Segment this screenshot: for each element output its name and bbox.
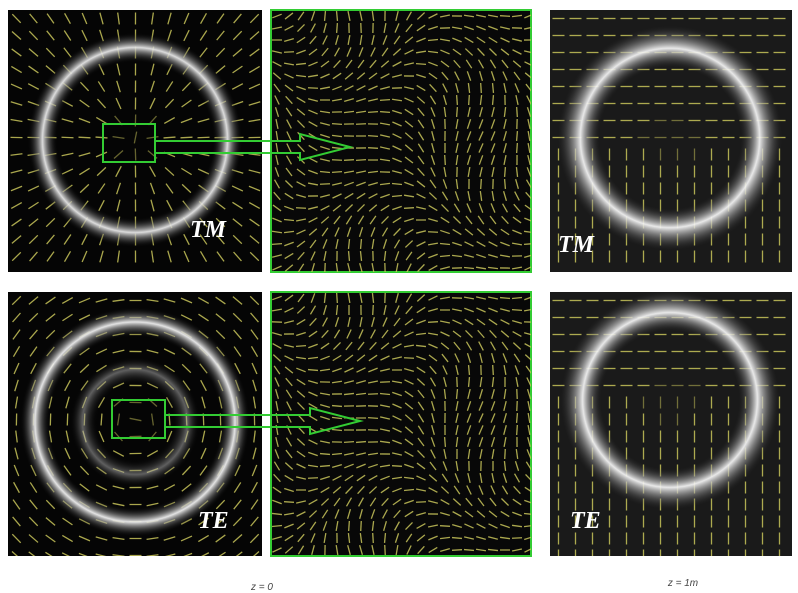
polarization-mark: [464, 550, 474, 551]
polarization-mark: [481, 83, 482, 93]
polarization-mark: [320, 454, 330, 455]
polarization-mark: [481, 179, 482, 189]
figure: TM TM TE TE z = 0 z = 1m: [0, 0, 798, 593]
polarization-mark: [368, 136, 378, 137]
polarization-mark: [452, 550, 462, 551]
polarization-mark: [361, 239, 362, 249]
polarization-mark: [517, 107, 518, 117]
polarization-mark: [505, 179, 506, 189]
polarization-mark: [356, 442, 366, 443]
mode-label: TE: [570, 508, 601, 534]
polarization-mark: [517, 131, 518, 141]
polarization-mark: [361, 521, 362, 531]
polarization-mark: [368, 430, 378, 431]
polarization-mark: [296, 346, 306, 347]
polarization-mark: [500, 16, 510, 17]
polarization-mark: [469, 365, 470, 375]
polarization-mark: [368, 148, 378, 149]
polarization-mark: [284, 502, 294, 503]
polarization-mark: [325, 11, 326, 21]
polarization-mark: [284, 52, 294, 53]
polarization-mark: [344, 160, 354, 161]
polarization-mark: [320, 184, 330, 185]
polarization-mark: [428, 322, 438, 323]
polarization-mark: [428, 232, 438, 233]
polarization-mark: [512, 538, 522, 539]
polarization-mark: [380, 112, 390, 113]
polarization-mark: [380, 100, 390, 101]
polarization-mark: [452, 538, 462, 539]
polarization-mark: [517, 413, 518, 423]
polarization-mark: [524, 244, 534, 245]
polarization-mark: [368, 418, 378, 419]
polarization-mark: [416, 64, 426, 65]
polarization-mark: [344, 442, 354, 443]
polarization-mark: [440, 526, 450, 527]
polarization-mark: [337, 23, 338, 33]
panel: [271, 10, 531, 272]
polarization-mark: [272, 244, 282, 245]
polarization-mark: [445, 155, 446, 165]
intensity-ring: [555, 285, 785, 515]
polarization-mark: [512, 310, 522, 311]
polarization-mark: [308, 478, 318, 479]
mode-label: TM: [190, 217, 228, 243]
polarization-mark: [392, 184, 402, 185]
polarization-mark: [392, 466, 402, 467]
polarization-mark: [505, 449, 506, 459]
polarization-mark: [385, 545, 386, 555]
polarization-mark: [500, 298, 510, 299]
polarization-mark: [337, 293, 338, 303]
polarization-mark: [308, 370, 318, 371]
polarization-mark: [356, 160, 366, 161]
polarization-mark: [445, 437, 446, 447]
caption: z = 1m: [667, 578, 698, 589]
polarization-mark: [505, 167, 506, 177]
polarization-mark: [469, 95, 470, 105]
polarization-mark: [308, 88, 318, 89]
mode-label: TM: [558, 232, 596, 258]
intensity-ring: [552, 20, 788, 256]
polarization-mark: [373, 305, 374, 315]
polarization-mark: [457, 95, 458, 105]
polarization-mark: [457, 107, 458, 117]
polarization-mark: [493, 365, 494, 375]
polarization-mark: [373, 533, 374, 543]
polarization-mark: [368, 112, 378, 113]
polarization-mark: [332, 124, 342, 125]
polarization-mark: [517, 143, 518, 153]
polarization-mark: [332, 406, 342, 407]
polarization-mark: [404, 208, 414, 209]
polarization-mark: [320, 466, 330, 467]
polarization-mark: [517, 425, 518, 435]
polarization-mark: [349, 251, 350, 261]
polarization-mark: [404, 358, 414, 359]
mode-label: TE: [198, 508, 229, 534]
caption: z = 0: [250, 582, 273, 593]
polarization-mark: [368, 394, 378, 395]
polarization-mark: [332, 172, 342, 173]
polarization-mark: [349, 521, 350, 531]
